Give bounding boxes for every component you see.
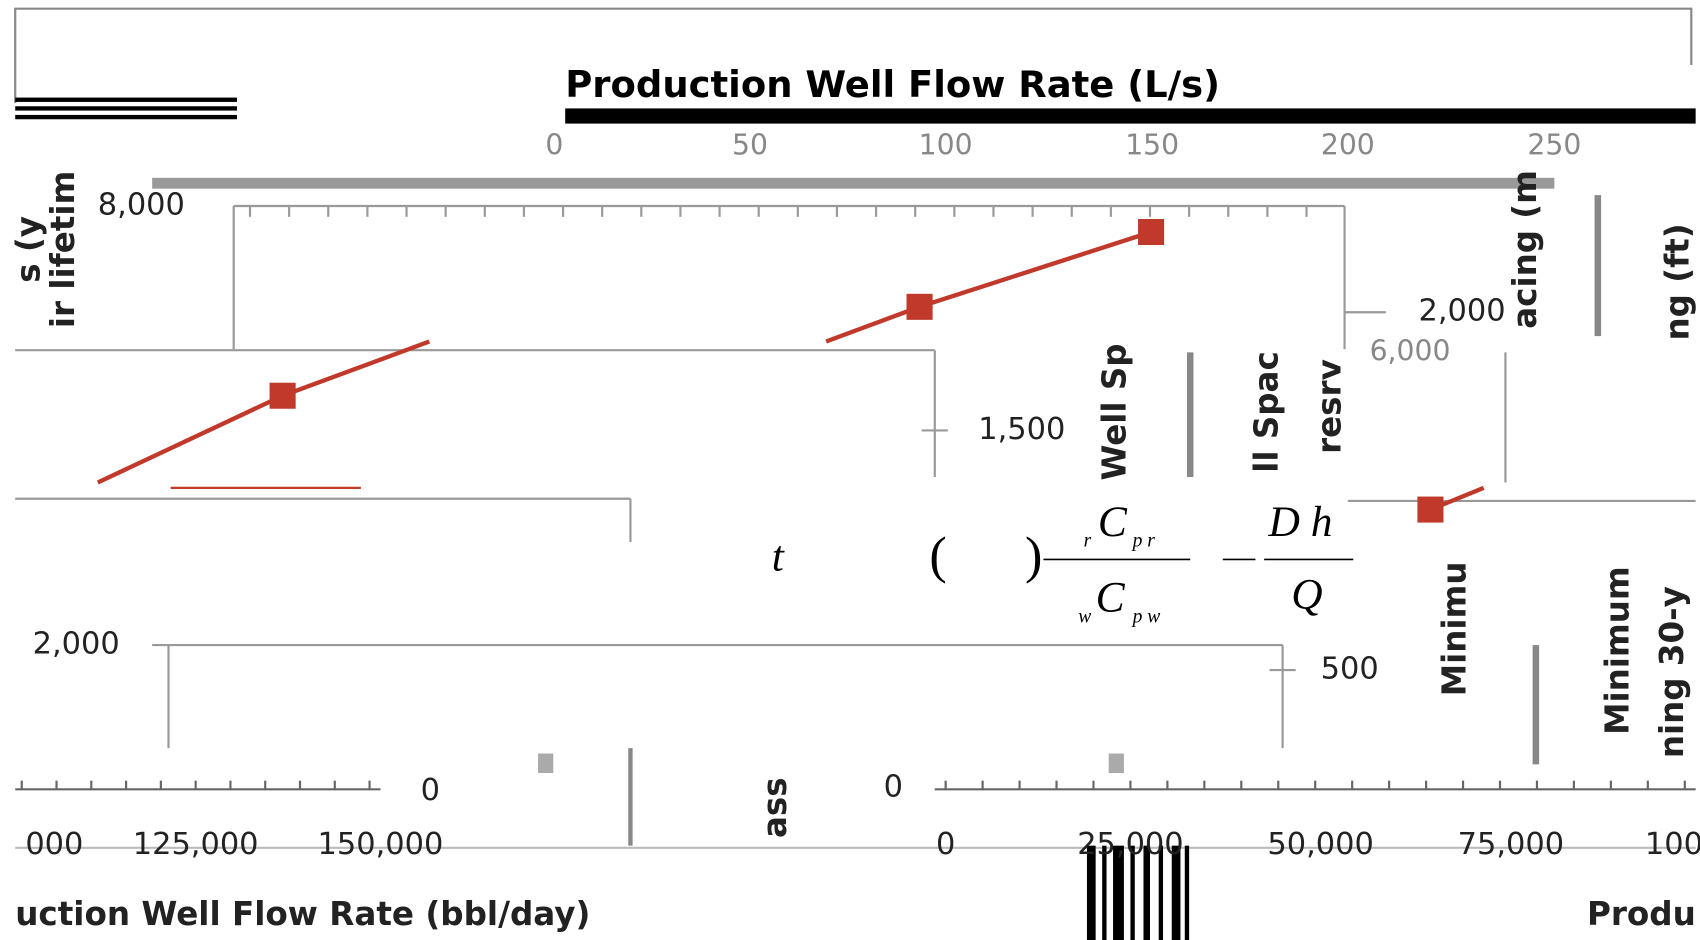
x-tick-label: 0 — [936, 827, 955, 862]
equation-paren: ) — [1025, 528, 1042, 585]
equation-paren: ( — [929, 528, 946, 585]
y-tick-label: 0 — [884, 770, 903, 805]
x-tick-label: 0 — [545, 128, 563, 161]
x-tick-label: 150 — [1125, 128, 1179, 161]
x-tick-label: 50,000 — [1267, 827, 1373, 862]
y-axis-label: acing (m — [1506, 170, 1544, 329]
layout — [14, 7, 1696, 940]
y-tick-label: 8,000 — [98, 188, 185, 223]
equation-symbol: C — [1098, 498, 1128, 546]
equation-sub: p r — [1131, 531, 1156, 552]
x-tick-label: 125,000 — [133, 827, 259, 862]
x-tick-label: 250 — [1527, 128, 1581, 161]
y-tick-label: 2,000 — [1418, 294, 1505, 329]
x-tick-label: 100 — [919, 128, 973, 161]
title: Production Well Flow Rate (L/s) — [565, 63, 1220, 106]
y-axis-label: Well Sp — [1095, 343, 1133, 480]
y-axis-label: resrv — [1310, 359, 1348, 454]
y-axis-label: s (y — [9, 216, 47, 283]
equation-lhs: t — [772, 533, 785, 581]
equation-symbol: Q — [1291, 570, 1322, 618]
x-tick-label: 150,000 — [318, 827, 444, 862]
x-tick-label: 50 — [732, 128, 768, 161]
equation-symbol: D h — [1267, 498, 1332, 546]
x-tick-label: 75,000 — [1458, 827, 1564, 862]
y-tick-label: 6,000 — [1370, 334, 1451, 367]
y-axis-label: Minimum — [1599, 566, 1637, 735]
y-axis-label: Minimu — [1435, 561, 1473, 696]
x-tick-label: 25,000 — [1077, 827, 1183, 862]
y-tick-label: 0 — [421, 773, 440, 808]
y-axis-label: ng (ft) — [1658, 223, 1696, 340]
x-tick-label: 000 — [25, 827, 83, 862]
equation-sub: p w — [1131, 606, 1161, 627]
y-axis-label: ning 30-y — [1653, 586, 1691, 758]
equation-sub: w — [1078, 606, 1091, 627]
x-tick-label: 100 — [1645, 827, 1700, 862]
equation-sub: r — [1084, 531, 1092, 552]
tick-marks — [20, 205, 1686, 790]
x-axis-label: Produ — [1587, 895, 1696, 933]
axis-label: ass — [756, 777, 794, 838]
y-tick-label: 1,500 — [978, 412, 1065, 447]
equation-symbol: C — [1096, 574, 1126, 622]
x-tick-label: 200 — [1321, 128, 1375, 161]
x-axis-label: uction Well Flow Rate (bbl/day) — [15, 895, 590, 933]
y-tick-label: 2,000 — [33, 627, 120, 662]
y-axis-label: ll Spac — [1247, 351, 1285, 472]
y-tick-label: 500 — [1321, 652, 1379, 687]
y-axis-label: ir lifetim — [44, 171, 82, 329]
